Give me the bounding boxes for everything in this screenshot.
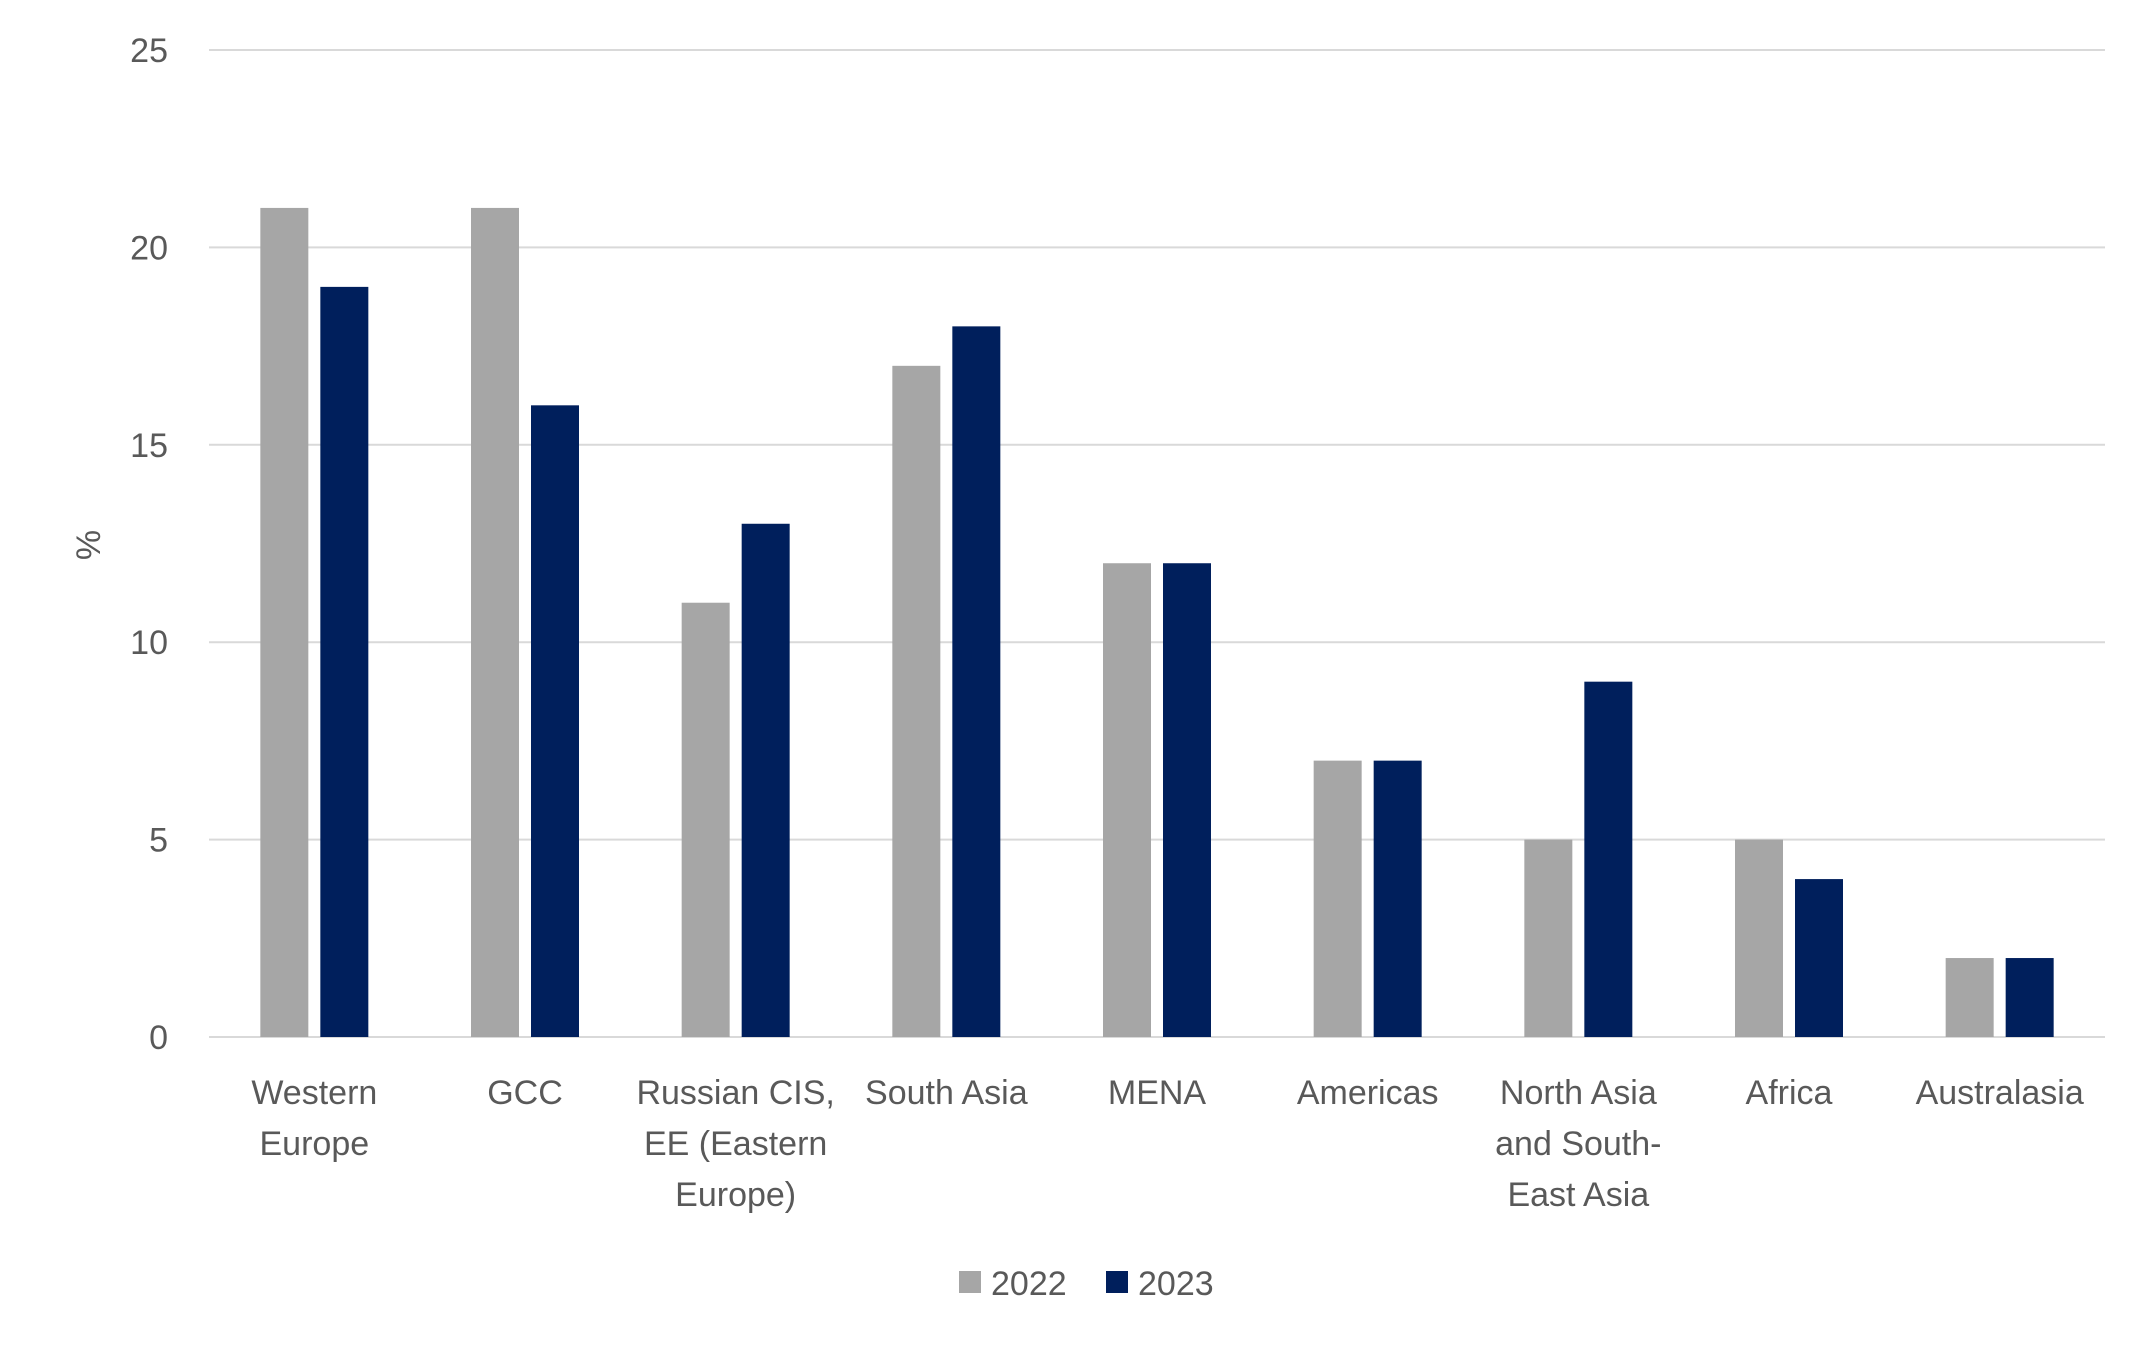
y-tick-label: 10 — [130, 624, 168, 662]
bar-2023-3 — [952, 326, 1001, 1037]
category-label-line: South Asia — [865, 1074, 1028, 1112]
category-label-line: North Asia — [1500, 1074, 1657, 1112]
legend: 2022 2023 — [959, 1265, 1214, 1303]
legend-label-2023: 2023 — [1138, 1265, 1214, 1303]
category-label-line: Europe — [260, 1125, 370, 1163]
category-label: Australasia — [1916, 1074, 2084, 1112]
bar-2023-0 — [320, 286, 369, 1037]
bar-2022-8 — [1945, 958, 1994, 1037]
category-label-line: GCC — [487, 1074, 563, 1112]
category-label-line: Americas — [1297, 1074, 1439, 1112]
category-label: Africa — [1746, 1074, 1833, 1112]
bar-2023-1 — [531, 405, 579, 1037]
bar-2022-2 — [681, 602, 730, 1037]
category-label-line: Russian CIS, — [636, 1074, 834, 1112]
bars — [260, 207, 2054, 1038]
legend-swatch-2022 — [959, 1271, 981, 1293]
y-tick-label: 15 — [130, 427, 168, 465]
category-label: North Asia and South- East Asia — [1495, 1074, 1661, 1214]
category-labels: Western Europe GCC Russian CIS, EE (Eastern E… — [251, 1074, 2084, 1214]
y-axis-title: % — [70, 530, 108, 560]
category-label-line: Africa — [1746, 1074, 1833, 1112]
category-label-line: Western — [251, 1074, 377, 1112]
category-label: GCC — [487, 1074, 563, 1112]
category-label: South Asia — [865, 1074, 1028, 1112]
bar-2022-0 — [260, 207, 309, 1038]
category-label: Western Europe — [251, 1074, 377, 1163]
bar-2022-5 — [1313, 760, 1362, 1037]
bar-2022-4 — [1103, 563, 1151, 1037]
y-tick-labels: 0 5 10 15 20 25 — [130, 32, 168, 1057]
bar-2023-8 — [2005, 958, 2054, 1037]
y-tick-label: 0 — [149, 1019, 168, 1057]
category-label: Russian CIS, EE (Eastern Europe) — [636, 1074, 834, 1214]
bar-2022-7 — [1735, 839, 1783, 1037]
bar-2022-6 — [1524, 839, 1573, 1037]
category-label-line: MENA — [1108, 1074, 1207, 1112]
category-label-line: EE (Eastern — [644, 1125, 827, 1163]
bar-2023-4 — [1163, 563, 1211, 1037]
legend-label-2022: 2022 — [991, 1265, 1067, 1303]
y-tick-label: 20 — [130, 229, 168, 267]
legend-swatch-2023 — [1106, 1271, 1128, 1293]
y-tick-label: 25 — [130, 32, 168, 70]
category-label: Americas — [1297, 1074, 1439, 1112]
bar-2023-5 — [1373, 760, 1422, 1037]
category-label-line: Australasia — [1916, 1074, 2084, 1112]
category-label: MENA — [1108, 1074, 1207, 1112]
bar-2022-3 — [892, 365, 941, 1038]
category-label-line: East Asia — [1507, 1176, 1649, 1214]
y-tick-label: 5 — [149, 822, 168, 860]
category-label-line: Europe) — [675, 1176, 796, 1214]
bar-2023-7 — [1795, 879, 1843, 1037]
gridlines — [209, 49, 2105, 1038]
bar-2023-2 — [741, 523, 790, 1037]
category-label-line: and South- — [1495, 1125, 1661, 1163]
bar-2022-1 — [471, 207, 519, 1038]
bar-2023-6 — [1584, 681, 1633, 1037]
